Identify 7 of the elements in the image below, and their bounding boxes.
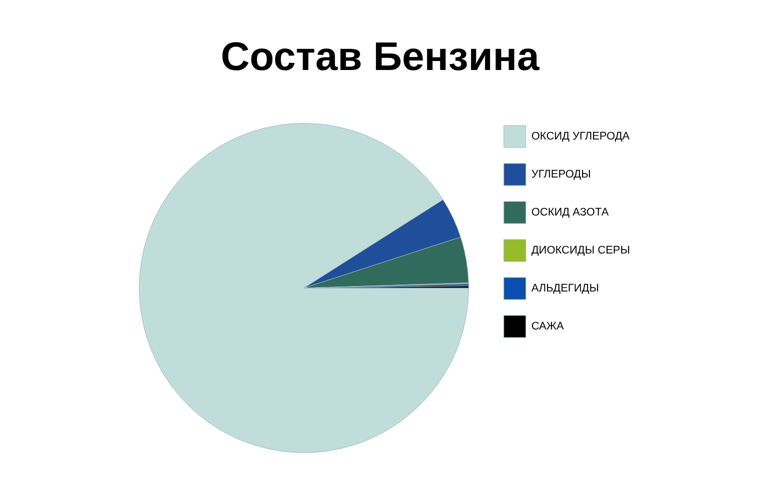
legend-label: АЛЬДЕГИДЫ	[531, 282, 599, 295]
legend-label: ДИОКСИДЫ СЕРЫ	[531, 244, 630, 257]
legend-label: ОКСИД УГЛЕРОДА	[531, 130, 630, 143]
legend-label: ОСКИД АЗОТА	[531, 206, 610, 219]
legend-label: САЖА	[531, 320, 565, 333]
chart-title: Состав Бензина	[220, 35, 540, 80]
legend-label: УГЛЕРОДЫ	[531, 168, 591, 181]
